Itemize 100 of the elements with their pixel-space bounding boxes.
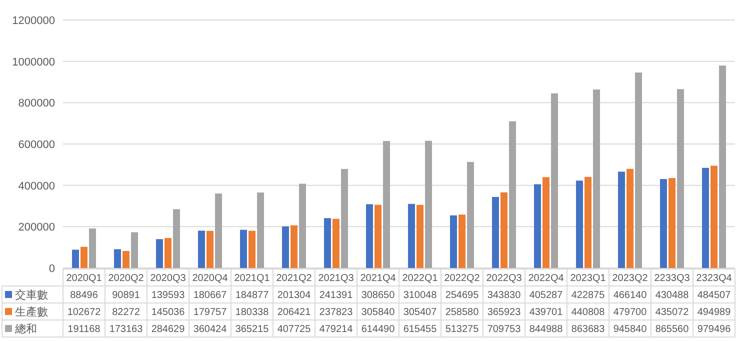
data-label: 254695: [445, 290, 480, 301]
bar: [366, 204, 373, 268]
legend-label: 總和: [14, 322, 37, 336]
data-label: 479700: [613, 307, 648, 318]
bar: [458, 214, 466, 268]
data-label: 466140: [613, 290, 648, 301]
y-tick-label: 1200000: [12, 15, 55, 27]
bar: [240, 230, 247, 268]
bar: [416, 204, 424, 268]
x-tick-label: 2021Q1: [234, 273, 270, 284]
data-label: 139593: [151, 290, 186, 301]
bar: [492, 196, 499, 268]
data-label: 191168: [68, 324, 101, 335]
bar: [467, 162, 474, 268]
bar: [383, 141, 390, 268]
y-tick-label: 200000: [18, 222, 55, 234]
data-label: 258580: [445, 307, 480, 318]
x-tick-label: 2022Q4: [528, 273, 564, 284]
bar: [324, 218, 331, 268]
data-label: 241391: [319, 290, 354, 301]
x-tick-label: 2020Q1: [66, 273, 102, 284]
bar: [114, 249, 121, 268]
bar: [374, 204, 382, 268]
bar: [206, 230, 214, 268]
legend-label: 生產數: [15, 306, 48, 318]
data-label: 180667: [193, 290, 228, 301]
bar: [668, 178, 676, 268]
data-label: 439701: [529, 307, 564, 318]
x-tick-label: 2021Q3: [318, 273, 354, 284]
data-label: 173163: [109, 324, 144, 335]
data-label: 709753: [487, 324, 522, 335]
x-tick-label: 2022Q2: [444, 273, 480, 284]
bar: [89, 228, 96, 268]
data-label: 88496: [70, 290, 98, 301]
bar: [248, 230, 256, 268]
bar: [702, 168, 709, 268]
bar: [534, 184, 541, 268]
bar: [509, 121, 516, 268]
bar: [80, 246, 88, 268]
bar: [122, 250, 130, 268]
data-label: 614490: [361, 324, 396, 335]
bar: [215, 194, 222, 268]
bar: [584, 176, 592, 268]
data-label: 405287: [529, 290, 564, 301]
bar: [257, 192, 264, 268]
data-label: 206421: [277, 307, 312, 318]
data-label: 305840: [361, 307, 396, 318]
data-label: 844988: [529, 324, 564, 335]
x-tick-label: 2021Q4: [360, 273, 396, 284]
data-label: 863683: [571, 324, 606, 335]
bar: [500, 192, 508, 268]
y-tick-label: 600000: [18, 139, 55, 151]
data-label: 102672: [67, 307, 102, 318]
bar: [164, 238, 172, 268]
data-label: 865560: [655, 324, 690, 335]
data-label: 284629: [151, 324, 186, 335]
x-tick-label: 2233Q3: [654, 273, 690, 284]
bar: [576, 180, 583, 268]
data-label: 201304: [277, 290, 312, 301]
bar: [635, 72, 642, 268]
data-label: 237823: [319, 307, 354, 318]
bar: [710, 166, 718, 268]
data-label: 407725: [277, 324, 312, 335]
y-tick-label: 400000: [18, 180, 55, 192]
bar: [408, 204, 415, 268]
x-tick-label: 2022Q1: [402, 273, 438, 284]
x-tick-label: 2323Q4: [696, 273, 732, 284]
bar: [198, 230, 205, 268]
data-label: 979496: [697, 324, 732, 335]
x-tick-label: 2020Q4: [192, 273, 228, 284]
bar: [299, 184, 306, 268]
data-label: 145036: [151, 307, 186, 318]
x-tick-label: 2020Q2: [108, 273, 144, 284]
y-tick-label: 1000000: [12, 56, 55, 68]
bar: [341, 168, 348, 268]
data-label: 494989: [697, 307, 732, 318]
y-tick-label: 0: [48, 263, 55, 275]
bar: [282, 226, 289, 268]
x-tick-label: 2020Q3: [150, 273, 186, 284]
data-label: 440808: [571, 307, 606, 318]
y-tick-label: 800000: [18, 98, 55, 110]
data-label: 513275: [445, 324, 480, 335]
legend-label: 交車數: [15, 288, 48, 302]
data-label: 479214: [319, 324, 354, 335]
data-label: 430488: [655, 290, 690, 301]
bar: [72, 250, 79, 268]
bar: [156, 239, 163, 268]
data-label: 422875: [571, 290, 606, 301]
x-tick-label: 2023Q2: [612, 273, 648, 284]
data-label: 343830: [487, 290, 522, 301]
data-label: 484507: [697, 290, 732, 301]
bar: [173, 209, 180, 268]
data-label: 308650: [361, 290, 396, 301]
data-label: 365215: [235, 324, 270, 335]
bar: [290, 225, 298, 268]
bar: [551, 93, 558, 268]
data-label: 305407: [403, 307, 438, 318]
data-label: 615455: [403, 324, 438, 335]
data-label: 945840: [613, 324, 648, 335]
bar: [660, 179, 667, 268]
